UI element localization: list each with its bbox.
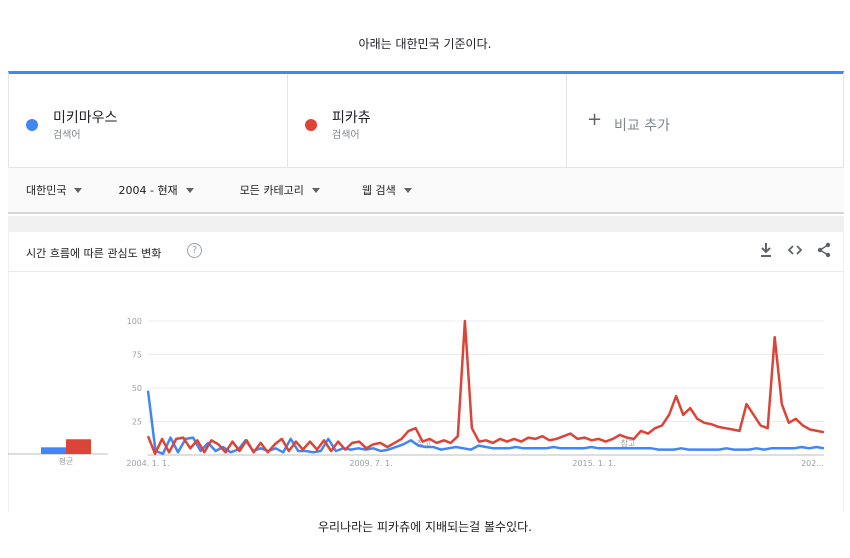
term-type: 검색어 [53,130,81,141]
card-header: 시간 흐름에 따른 관심도 변화 ? [9,232,843,272]
interest-line-chart: 100 75 50 25 2004. 1. 1. 2009. 7. 1. 2015. 1. … [126,317,825,468]
help-icon[interactable]: ? [187,243,202,258]
region-value: 대한민국 [26,184,67,197]
series-color-dot [305,119,317,131]
search-type-dropdown[interactable]: 웹 검색 [362,182,412,198]
y-tick-label: 75 [132,351,142,360]
x-tick-label: 2015. 1. 1. [572,459,615,468]
y-tick-label: 25 [132,418,142,427]
term-name: 피카츄 [332,110,371,126]
term-type: 검색어 [332,130,360,141]
search-type-value: 웹 검색 [361,184,396,197]
y-tick-label: 50 [132,384,142,393]
term-name: 미키마우스 [53,110,118,126]
add-comparison-label: 비교 추가 [614,118,670,134]
caption-top: 아래는 대한민국 기준이다. [358,37,492,51]
chevron-down-icon [311,187,320,193]
series-line-1 [146,319,825,455]
share-icon[interactable] [816,242,832,262]
region-dropdown[interactable]: 대한민국 [26,182,83,198]
plus-icon: + [587,109,603,130]
search-term-pikachu[interactable]: 피카츄 검색어 [288,74,567,167]
download-icon[interactable] [759,242,773,262]
average-bar-chart: 평균 [8,439,108,466]
average-bar [41,447,66,454]
annotation-marker: 참고 [417,438,432,448]
chevron-down-icon [403,187,412,193]
x-tick-label: 202... [801,459,824,468]
average-label: 평균 [59,456,74,466]
chevron-down-icon [185,187,194,193]
series-line-0 [146,390,825,455]
add-comparison-button[interactable]: + 비교 추가 [567,74,843,167]
card-title: 시간 흐름에 따른 관심도 변화 [26,247,162,260]
x-tick-label: 2009. 7. 1. [349,459,392,468]
embed-icon[interactable] [787,242,803,262]
chevron-down-icon [74,187,83,193]
annotation-marker: 참고 [621,438,636,448]
category-dropdown[interactable]: 모든 카테고리 [240,182,320,198]
y-tick-label: 100 [127,317,142,326]
average-bar [66,439,91,454]
search-term-mickey[interactable]: 미키마우스 검색어 [9,74,288,167]
filter-bar: 대한민국 2004 - 현재 모든 카테고리 웹 검색 [8,168,844,214]
time-range-dropdown[interactable]: 2004 - 현재 [118,182,194,198]
compare-bar: 미키마우스 검색어 피카츄 검색어 + 비교 추가 [8,71,844,168]
series-color-dot [26,119,38,131]
interest-over-time-card: 시간 흐름에 따른 관심도 변화 ? [8,232,844,512]
category-value: 모든 카테고리 [239,184,304,197]
x-tick-label: 2004. 1. 1. [126,459,169,468]
time-range-value: 2004 - 현재 [118,184,178,197]
caption-bottom: 우리나라는 피카츄에 지배되는걸 볼수있다. [318,520,532,534]
section-divider [8,216,844,232]
